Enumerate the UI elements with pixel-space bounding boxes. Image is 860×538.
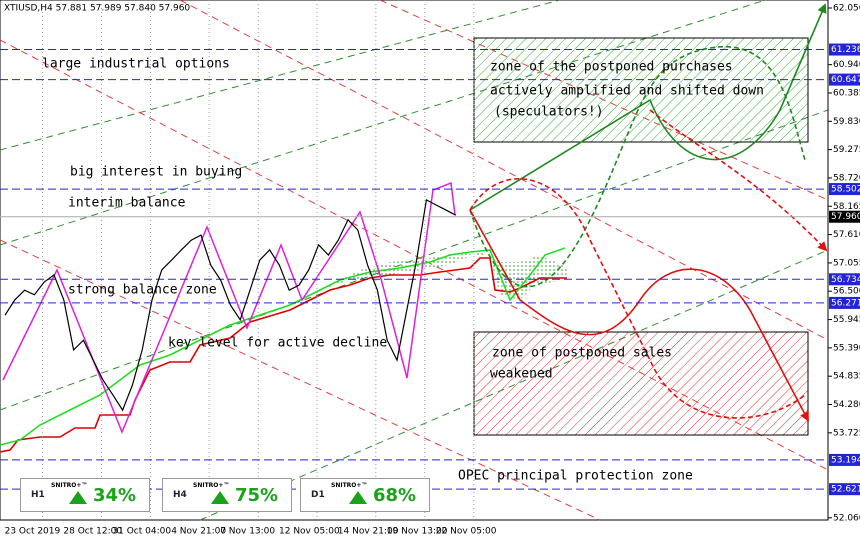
x-tick-label: 22 Nov 05:00 [436, 527, 497, 537]
annotation: strong balance zone [68, 283, 217, 298]
current-price-box [829, 210, 860, 223]
level-label-box [829, 73, 860, 86]
level-label: 61.236 [831, 45, 860, 55]
ichimoku [0, 247, 568, 453]
y-tick-label: 54.280 [833, 400, 860, 410]
y-tick-label: 59.275 [833, 145, 860, 155]
x-tick-label: 4 Nov 21:00 [171, 527, 226, 537]
level-label: 56.734 [831, 275, 860, 285]
chart-title: XTIUSD,H4 57.881 57.989 57.840 57.960 [4, 4, 190, 14]
up-arrow [211, 491, 229, 504]
annotation: interim balance [68, 196, 186, 211]
widget-name: SNITRO+™ [193, 482, 230, 489]
level-label: 56.271 [831, 298, 860, 308]
signal-widget[interactable]: D1 SNITRO+™ 68% [300, 478, 430, 512]
level-label-box [829, 183, 860, 196]
x-tick-label: 31 Oct 04:00 [112, 527, 171, 537]
annotation: big interest in buying [70, 165, 242, 180]
level-label-box [829, 273, 860, 286]
level-label: 52.621 [831, 485, 860, 495]
widget-timeframe: H1 [31, 490, 45, 500]
widget-value: 68% [373, 485, 417, 506]
annotation: large industrial options [42, 57, 230, 72]
y-tick-label: 60.385 [833, 88, 860, 98]
x-tick-label: 23 Oct 2019 [5, 527, 61, 537]
x-tick-label: 7 Nov 13:00 [220, 527, 275, 537]
signal-widget[interactable]: H1 SNITRO+™ 34% [20, 478, 150, 512]
purchase-zone [473, 37, 809, 143]
y-tick-label: 59.830 [833, 117, 860, 127]
y-tick-label: 58.720 [833, 173, 860, 183]
level-label-box [829, 296, 860, 309]
y-tick-label: 58.165 [833, 202, 860, 212]
signal-widget[interactable]: H4 SNITRO+™ 75% [162, 478, 292, 512]
zigzag [2, 181, 456, 434]
widget-name: SNITRO+™ [331, 482, 368, 489]
y-tick-label: 54.835 [833, 372, 860, 382]
up-arrow [69, 491, 87, 504]
level-label-box [829, 483, 860, 496]
price-line [4, 198, 457, 412]
x-tick-label: 28 Oct 12:00 [63, 527, 122, 537]
y-tick-label: 55.945 [833, 315, 860, 325]
y-tick-label: 62.050 [833, 4, 860, 14]
annotation: (speculators!) [494, 105, 604, 120]
widget-name: SNITRO+™ [51, 482, 88, 489]
y-tick-label: 56.500 [833, 287, 860, 297]
widget-value: 75% [235, 485, 279, 506]
x-tick-label: 14 Nov 21:00 [338, 527, 399, 537]
annotation: zone of postponed sales [492, 346, 672, 361]
y-tick-label: 60.940 [833, 60, 860, 70]
y-tick-label: 57.610 [833, 230, 860, 240]
annotation: OPEC principal protection zone [458, 469, 693, 484]
channel-lines [0, 0, 829, 521]
annotation: zone of the postponed purchases [490, 60, 733, 75]
current-price-label: 57.960 [831, 212, 860, 222]
widget-timeframe: D1 [311, 490, 325, 500]
sales-zone [473, 331, 809, 436]
up-arrow [349, 491, 367, 504]
level-label-box [829, 453, 860, 466]
x-tick-label: 12 Nov 05:00 [279, 527, 340, 537]
level-label-box [829, 43, 860, 56]
widget-value: 34% [93, 485, 137, 506]
annotation: actively amplified and shifted down [490, 84, 764, 99]
annotation: key level for active decline [168, 336, 387, 351]
annotation: weakened [490, 367, 553, 382]
y-tick-label: 52.060 [833, 513, 860, 523]
level-label: 58.502 [831, 185, 860, 195]
y-tick-label: 55.390 [833, 343, 860, 353]
widget-timeframe: H4 [173, 490, 187, 500]
y-tick-label: 57.055 [833, 258, 860, 268]
level-label: 60.647 [831, 75, 860, 85]
y-tick-label: 53.725 [833, 428, 860, 438]
x-tick-label: 19 Nov 13:00 [387, 527, 448, 537]
level-label: 53.194 [831, 455, 860, 465]
